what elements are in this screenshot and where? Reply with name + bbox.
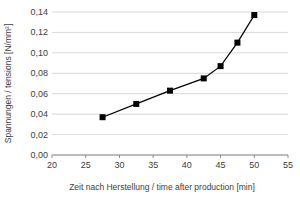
x-tick-label: 50: [249, 160, 259, 170]
plot-area: [100, 12, 258, 120]
y-tick-label: 0,10: [30, 48, 48, 58]
x-tick-label: 25: [81, 160, 91, 170]
y-axis-label: Spannungen / tensions [N/mm²]: [3, 24, 13, 144]
grid-line: [52, 114, 288, 115]
grid-line: [52, 32, 288, 33]
y-tick-label: 0,02: [30, 130, 48, 140]
grid-line: [52, 155, 288, 156]
x-tick-label: 35: [148, 160, 158, 170]
x-tick: [186, 155, 187, 158]
x-tick-label: 45: [216, 160, 226, 170]
marker: [234, 40, 240, 46]
x-axis-label: Zeit nach Herstellung / time after produ…: [69, 182, 255, 192]
line: [103, 15, 255, 117]
x-tick-label: 40: [182, 160, 192, 170]
grid-line: [52, 73, 288, 74]
marker: [167, 88, 173, 94]
marker: [133, 101, 139, 107]
marker: [100, 114, 106, 120]
x-tick-label: 30: [114, 160, 124, 170]
x-tick: [119, 155, 120, 158]
y-tick-label: 0,14: [30, 7, 48, 17]
marker: [218, 63, 224, 69]
x-tick: [220, 155, 221, 158]
marker: [251, 12, 257, 18]
chart: 0,00 0,02 0,04 0,06 0,08 0,10 0,12 0,14 20 25 30 35…: [0, 0, 300, 200]
x-tick-label: 55: [283, 160, 293, 170]
x-tick: [254, 155, 255, 158]
y-tick-label: 0,06: [30, 89, 48, 99]
x-tick: [288, 155, 289, 158]
y-tick-label: 0,04: [30, 109, 48, 119]
x-tick: [52, 155, 53, 158]
x-tick-label: 20: [47, 160, 57, 170]
x-tick: [85, 155, 86, 158]
y-tick-label: 0,12: [30, 27, 48, 37]
x-tick: [153, 155, 154, 158]
y-tick-label: 0,00: [30, 150, 48, 160]
x-axis-line: [52, 155, 288, 156]
grid-line: [52, 134, 288, 135]
grid-line: [52, 52, 288, 53]
marker: [201, 75, 207, 81]
y-tick-label: 0,08: [30, 68, 48, 78]
